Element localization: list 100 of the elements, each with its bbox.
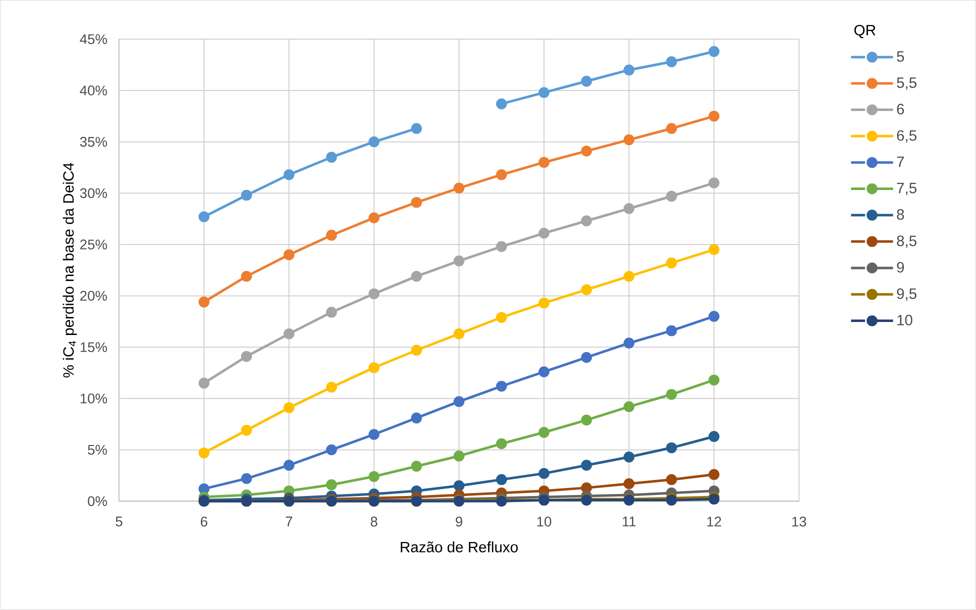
point: [624, 478, 634, 490]
point: [538, 87, 550, 98]
y-axis-title: % iC$_{4}$ perdido na base da DeiC4: [62, 162, 77, 378]
legend-label: 5,5: [896, 78, 916, 90]
point: [538, 228, 550, 239]
y-tick-label: 40%: [80, 86, 107, 96]
point: [624, 270, 634, 282]
legend-label: 10: [897, 314, 912, 326]
point: [496, 380, 507, 392]
point: [581, 352, 592, 363]
y-tick-label: 25%: [80, 240, 107, 250]
point: [581, 146, 592, 157]
x-tick-label: 7: [286, 516, 292, 526]
point: [666, 388, 677, 400]
point: [496, 169, 507, 180]
y-tick-label: 0%: [88, 496, 107, 506]
point: [241, 473, 252, 484]
point: [368, 288, 380, 300]
point: [581, 482, 592, 494]
y-tick-label: 10%: [80, 394, 107, 404]
point: [241, 350, 252, 362]
point: [368, 362, 380, 374]
point: [411, 460, 422, 472]
point: [666, 56, 677, 68]
point: [284, 169, 294, 180]
point: [624, 134, 634, 146]
point: [538, 366, 550, 378]
point: [624, 338, 634, 349]
point: [411, 412, 422, 424]
point: [454, 328, 464, 340]
legend-label: 6: [897, 104, 904, 114]
point: [666, 258, 677, 268]
point: [666, 190, 677, 202]
point: [411, 270, 422, 282]
point: [624, 64, 634, 76]
point: [411, 123, 422, 134]
point: [368, 136, 380, 148]
x-tick-label: 9: [456, 516, 462, 527]
point: [624, 203, 634, 214]
point: [454, 396, 464, 408]
legend-label: 8,5: [896, 236, 916, 248]
point: [496, 312, 507, 323]
x-tick-label: 10: [537, 516, 552, 527]
legend-label: 5: [896, 51, 904, 62]
point: [538, 426, 550, 438]
point: [326, 444, 337, 456]
y-tick-label: 45%: [80, 34, 107, 44]
y-tick-label: 15%: [80, 342, 107, 352]
x-tick-label: 6: [200, 516, 208, 527]
point: [326, 230, 337, 241]
point: [666, 325, 677, 336]
legend-label: 9: [896, 262, 904, 273]
point: [284, 249, 294, 260]
point: [198, 378, 210, 389]
legend-label: 8: [896, 209, 904, 220]
point: [411, 196, 422, 208]
point: [368, 471, 380, 482]
point: [581, 414, 592, 426]
point: [708, 46, 720, 57]
legend-label: 7: [897, 156, 904, 167]
legend-label: 7,5: [897, 182, 916, 196]
point: [708, 177, 720, 188]
point: [496, 241, 507, 252]
point: [624, 401, 634, 412]
point: [198, 211, 210, 222]
point: [708, 244, 720, 256]
y-tick-label: 35%: [80, 136, 107, 147]
legend-title: QR: [854, 24, 876, 38]
legend-label: 6,5: [897, 130, 916, 143]
point: [538, 156, 550, 168]
point: [241, 270, 252, 282]
x-tick-label: 13: [792, 516, 806, 527]
x-tick-label: 11: [622, 516, 636, 526]
legend-label: 9,5: [896, 288, 916, 301]
point: [411, 344, 422, 356]
point: [708, 374, 720, 386]
point: [708, 431, 720, 442]
point: [368, 428, 380, 440]
point: [708, 110, 720, 122]
x-tick-label: 5: [116, 516, 122, 526]
point: [581, 460, 592, 471]
point: [496, 98, 507, 110]
point: [198, 483, 210, 494]
y-tick-label: 20%: [80, 290, 107, 301]
point: [581, 284, 592, 296]
point: [581, 215, 592, 226]
point: [326, 306, 337, 318]
point: [454, 182, 464, 194]
point: [538, 468, 550, 479]
point: [284, 402, 294, 414]
point: [708, 494, 720, 505]
point: [326, 152, 337, 163]
point: [284, 460, 294, 471]
point: [708, 469, 720, 480]
x-tick-label: 12: [707, 516, 722, 526]
point: [666, 123, 677, 134]
point: [666, 442, 677, 454]
y-tick-label: 5%: [88, 444, 107, 455]
point: [241, 190, 252, 201]
point: [581, 76, 592, 87]
